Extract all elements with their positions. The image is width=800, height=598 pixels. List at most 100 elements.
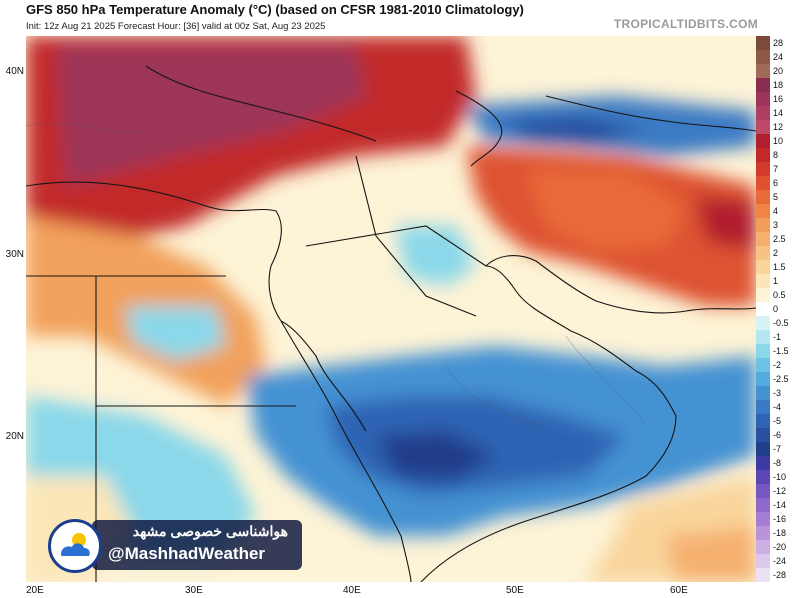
colorbar-swatch — [756, 274, 770, 288]
colorbar-label: 24 — [773, 51, 784, 62]
watermark-banner — [92, 520, 302, 570]
colorbar-swatch — [756, 414, 770, 428]
colorbar-step: 28 — [756, 36, 800, 50]
colorbar-label: -24 — [773, 555, 787, 566]
colorbar-swatch — [756, 330, 770, 344]
colorbar-label: -16 — [773, 513, 787, 524]
colorbar-label: 1 — [773, 275, 779, 286]
colorbar-step: 12 — [756, 120, 800, 134]
colorbar-swatch — [756, 456, 770, 470]
colorbar-swatch — [756, 92, 770, 106]
watermark: هواشناسی خصوصی مشهد @MashhadWeather — [48, 517, 318, 577]
watermark-handle: @MashhadWeather — [108, 544, 266, 563]
colorbar-step: 0 — [756, 302, 800, 316]
colorbar-step: -24 — [756, 554, 800, 568]
lon-label-30e: 30E — [185, 585, 203, 596]
colorbar-label: -1.5 — [773, 345, 789, 356]
colorbar-swatch — [756, 344, 770, 358]
colorbar-swatch — [756, 358, 770, 372]
colorbar-swatch — [756, 540, 770, 554]
colorbar-step: -8 — [756, 456, 800, 470]
colorbar-step: -4 — [756, 400, 800, 414]
colorbar-step: -28 — [756, 568, 800, 582]
colorbar-swatch — [756, 232, 770, 246]
colorbar-step: 24 — [756, 50, 800, 64]
colorbar-step: 18 — [756, 78, 800, 92]
colorbar-swatch — [756, 204, 770, 218]
colorbar-label: 2 — [773, 247, 779, 258]
colorbar-swatch — [756, 106, 770, 120]
watermark-persian-text: هواشناسی خصوصی مشهد — [132, 523, 288, 539]
colorbar-swatch — [756, 218, 770, 232]
colorbar-swatch — [756, 442, 770, 456]
colorbar-swatch — [756, 246, 770, 260]
colorbar-step: -2.5 — [756, 372, 800, 386]
colorbar-step: -1.5 — [756, 344, 800, 358]
colorbar-label: -7 — [773, 443, 782, 454]
cloud-sun-logo-icon — [48, 519, 102, 573]
colorbar-swatch — [756, 386, 770, 400]
colorbar-label: -1 — [773, 331, 782, 342]
colorbar-swatch — [756, 372, 770, 386]
colorbar-step: 2 — [756, 246, 800, 260]
colorbar-step: -1 — [756, 330, 800, 344]
colorbar-swatch — [756, 526, 770, 540]
colorbar-swatch — [756, 176, 770, 190]
colorbar-swatch — [756, 50, 770, 64]
colorbar-step: -6 — [756, 428, 800, 442]
lon-label-60e: 60E — [670, 585, 688, 596]
lon-label-20e: 20E — [26, 585, 44, 596]
colorbar-step: 0.5 — [756, 288, 800, 302]
colorbar-swatch — [756, 428, 770, 442]
colorbar-step: -2 — [756, 358, 800, 372]
colorbar-label: 14 — [773, 107, 784, 118]
brand-label: TROPICALTIDBITS.COM — [613, 17, 758, 31]
colorbar-label: -28 — [773, 569, 787, 580]
colorbar-step: -14 — [756, 498, 800, 512]
colorbar-label: 8 — [773, 149, 779, 160]
colorbar-step: -7 — [756, 442, 800, 456]
colorbar-label: 20 — [773, 65, 784, 76]
colorbar-label: -8 — [773, 457, 782, 468]
colorbar-step: 1 — [756, 274, 800, 288]
colorbar-swatch — [756, 288, 770, 302]
colorbar-label: -18 — [773, 527, 787, 538]
run-info: Init: 12z Aug 21 2025 Forecast Hour: [36… — [26, 21, 326, 32]
colorbar-label: 18 — [773, 79, 784, 90]
colorbar-swatch — [756, 36, 770, 50]
colorbar-step: 8 — [756, 148, 800, 162]
colorbar-swatch — [756, 120, 770, 134]
colorbar-label: 3 — [773, 219, 779, 230]
colorbar-label: 10 — [773, 135, 784, 146]
colorbar-step: -3 — [756, 386, 800, 400]
lat-label-30n: 30N — [5, 249, 24, 260]
colorbar-swatch — [756, 260, 770, 274]
colorbar-label: -5 — [773, 415, 782, 426]
colorbar-swatch — [756, 484, 770, 498]
colorbar-swatch — [756, 302, 770, 316]
colorbar-swatch — [756, 316, 770, 330]
colorbar-swatch — [756, 64, 770, 78]
colorbar-step: -18 — [756, 526, 800, 540]
colorbar-label: 12 — [773, 121, 784, 132]
colorbar-label: 0 — [773, 303, 779, 314]
colorbar-label: -14 — [773, 499, 787, 510]
lon-label-40e: 40E — [343, 585, 361, 596]
colorbar-step: 4 — [756, 204, 800, 218]
colorbar-label: 0.5 — [773, 289, 786, 300]
colorbar-step: 7 — [756, 162, 800, 176]
colorbar-swatch — [756, 148, 770, 162]
colorbar-step: 6 — [756, 176, 800, 190]
colorbar-label: -6 — [773, 429, 782, 440]
colorbar-step: -20 — [756, 540, 800, 554]
colorbar-swatch — [756, 498, 770, 512]
colorbar-step: 10 — [756, 134, 800, 148]
colorbar-swatch — [756, 554, 770, 568]
colorbar-swatch — [756, 190, 770, 204]
colorbar-step: 20 — [756, 64, 800, 78]
colorbar-step: -0.5 — [756, 316, 800, 330]
colorbar-step: 16 — [756, 92, 800, 106]
lon-label-50e: 50E — [506, 585, 524, 596]
colorbar-swatch — [756, 162, 770, 176]
colorbar-label: -10 — [773, 471, 787, 482]
